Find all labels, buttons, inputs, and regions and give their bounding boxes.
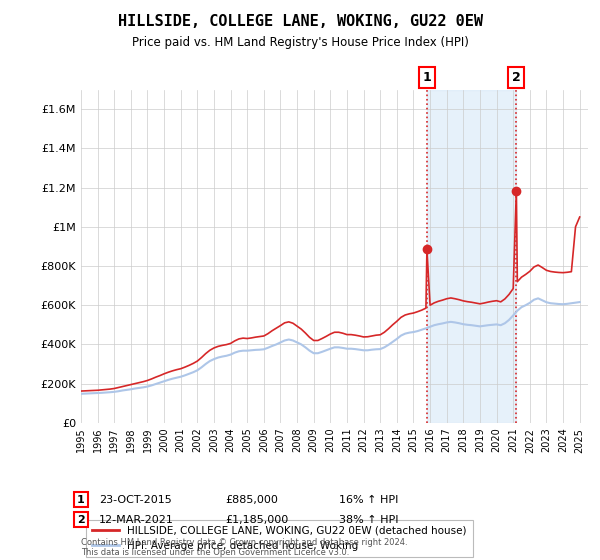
Text: 1: 1 (422, 71, 431, 84)
Text: 16% ↑ HPI: 16% ↑ HPI (339, 494, 398, 505)
Text: 23-OCT-2015: 23-OCT-2015 (99, 494, 172, 505)
Text: £1,185,000: £1,185,000 (225, 515, 288, 525)
Text: 12-MAR-2021: 12-MAR-2021 (99, 515, 174, 525)
Text: 2: 2 (77, 515, 85, 525)
Bar (427, 90, 517, 423)
Legend: HILLSIDE, COLLEGE LANE, WOKING, GU22 0EW (detached house), HPI: Average price, d: HILLSIDE, COLLEGE LANE, WOKING, GU22 0EW… (86, 520, 473, 557)
Text: HILLSIDE, COLLEGE LANE, WOKING, GU22 0EW: HILLSIDE, COLLEGE LANE, WOKING, GU22 0EW (118, 14, 482, 29)
Text: Contains HM Land Registry data © Crown copyright and database right 2024.
This d: Contains HM Land Registry data © Crown c… (81, 538, 407, 557)
Text: £885,000: £885,000 (225, 494, 278, 505)
Text: 2: 2 (512, 71, 521, 84)
Text: Price paid vs. HM Land Registry's House Price Index (HPI): Price paid vs. HM Land Registry's House … (131, 36, 469, 49)
Text: 1: 1 (77, 494, 85, 505)
Text: 38% ↑ HPI: 38% ↑ HPI (339, 515, 398, 525)
